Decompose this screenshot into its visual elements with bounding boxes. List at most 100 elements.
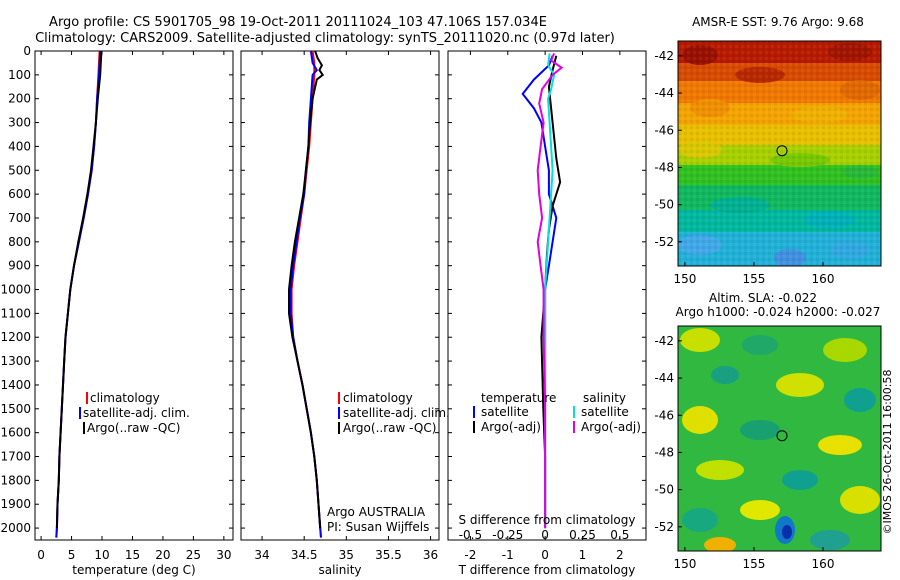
temperature-axis-ticks: 0 5 10 15 20 25 30 xyxy=(37,51,232,562)
lat-tick-label: -42 xyxy=(654,334,674,348)
depth-tick-label: 200 xyxy=(8,92,31,106)
salinity-plot-frame xyxy=(240,50,440,541)
depth-tick-label: 1000 xyxy=(0,283,31,297)
legend-label-t-argo: Argo(-adj) xyxy=(481,420,541,434)
x-tick-label: -1 xyxy=(502,548,514,562)
depth-tick-label: 700 xyxy=(8,211,31,225)
depth-tick-label: 0 xyxy=(23,44,31,58)
difference-legend: temperature salinity satellite Argo(-adj… xyxy=(473,391,641,434)
depth-tick-label: 1900 xyxy=(0,497,31,511)
x-tick-label: 5 xyxy=(68,548,76,562)
depth-tick-label: 1500 xyxy=(0,402,31,416)
legend-label-climatology: climatology xyxy=(90,391,160,405)
legend-label-argo: Argo(..raw -QC) xyxy=(343,421,436,435)
lat-tick-label: -44 xyxy=(654,86,674,100)
legend-swatch-s-satellite xyxy=(573,406,575,418)
lat-tick-label: -44 xyxy=(654,371,674,385)
salinity-depth-ticks xyxy=(241,50,439,529)
legend-label-satellite-adj: satellite-adj. clim. xyxy=(343,406,450,420)
temperature-legend: climatology satellite-adj. clim. Argo(..… xyxy=(79,391,190,435)
lat-tick-label: -50 xyxy=(654,198,674,212)
sst-map-panel: AMSR-E SST: 9.76 Argo: 9.68 xyxy=(654,15,882,286)
x-tick-label: 2 xyxy=(616,548,624,562)
salinity-axis-label: salinity xyxy=(318,563,361,577)
lat-tick-label: -52 xyxy=(654,520,674,534)
difference-profile-panel: -2 -1 0 1 2 -0.5 -0.25 0 0.25 0.5 T difference f… xyxy=(447,50,647,577)
lat-tick-label: -42 xyxy=(654,49,674,63)
figure-header-line1: Argo profile: CS 5901705_98 19-Oct-2011 … xyxy=(49,15,547,30)
temperature-profile-panel: 0100200300400500600700800900100011001200… xyxy=(0,44,234,577)
sst-field xyxy=(678,41,881,266)
series-line-argo-raw-qc- xyxy=(55,50,103,529)
legend-label-s-satellite: satellite xyxy=(581,405,629,419)
depth-tick-label: 1100 xyxy=(0,306,31,320)
depth-tick-label: 1400 xyxy=(0,378,31,392)
x-tick-label: -2 xyxy=(464,548,476,562)
depth-tick-label: 1700 xyxy=(0,450,31,464)
x-tick-label: 20 xyxy=(155,548,170,562)
temperature-axis-label: temperature (deg C) xyxy=(72,563,195,577)
legend-swatch-argo xyxy=(83,422,85,434)
sla-map-title-line1: Altim. SLA: -0.022 xyxy=(709,291,817,305)
sla-map-frame xyxy=(677,325,882,552)
s-tick-label: -0.5 xyxy=(459,528,482,542)
s-tick-label: 0 xyxy=(541,528,549,542)
depth-tick-label: 1600 xyxy=(0,426,31,440)
legend-swatch-climatology xyxy=(86,392,88,404)
series-line-argo-adj- xyxy=(536,53,564,529)
sst-map-frame xyxy=(677,40,882,267)
depth-tick-label: 900 xyxy=(8,259,31,273)
depth-tick-label: 1300 xyxy=(0,354,31,368)
sla-map-ticks: 150 155 160 -42 -44 -46 -48 -50 -52 xyxy=(654,334,834,571)
x-tick-label: 0 xyxy=(541,548,549,562)
x-tick-label: 34 xyxy=(254,548,269,562)
lat-tick-label: -52 xyxy=(654,235,674,249)
sla-field xyxy=(678,326,881,551)
figure-header-line2: Climatology: CARS2009. Satellite-adjuste… xyxy=(35,31,615,46)
salinity-profile-panel: 34 34.5 35 35.5 36 salinity climatology sate… xyxy=(240,50,450,577)
temperature-plot-frame xyxy=(34,50,234,541)
s-tick-label: 0.5 xyxy=(610,528,629,542)
lat-tick-label: -50 xyxy=(654,483,674,497)
series-line-argo-raw-qc- xyxy=(288,50,325,529)
pi-annotation: PI: Susan Wijffels xyxy=(327,520,429,534)
sla-argo-location-marker xyxy=(776,430,788,442)
t-difference-axis-label: T difference from climatology xyxy=(458,563,636,577)
legend-label-argo: Argo(..raw -QC) xyxy=(87,421,180,435)
lat-tick-label: -46 xyxy=(654,408,674,422)
sst-map-title: AMSR-E SST: 9.76 Argo: 9.68 xyxy=(692,15,864,29)
legend-label-satellite-adj: satellite-adj. clim. xyxy=(83,406,190,420)
difference-series xyxy=(521,53,564,529)
legend-swatch-climatology xyxy=(338,392,340,404)
temperature-series xyxy=(55,50,103,538)
depth-axis-ticks: 0 100 200 300 400 500 600 700 800 900 1000 1100 1200… xyxy=(0,44,233,535)
sla-map-panel: Altim. SLA: -0.022 Argo h1000: -0.024 h2… xyxy=(654,291,882,571)
lat-tick-label: -48 xyxy=(654,445,674,459)
sst-map-ticks: 150 155 160 -42 -44 -46 -48 -50 -52 xyxy=(654,49,834,286)
x-tick-label: 36 xyxy=(423,548,438,562)
legend-title-salinity: salinity xyxy=(583,391,626,405)
t-difference-axis-ticks: -2 -1 0 1 2 xyxy=(464,51,624,562)
legend-swatch-argo xyxy=(338,422,340,434)
lon-tick-label: 155 xyxy=(742,272,765,286)
depth-tick-label: 300 xyxy=(8,116,31,130)
lon-tick-label: 160 xyxy=(812,557,835,571)
lat-tick-label: -48 xyxy=(654,160,674,174)
s-tick-label: 0.25 xyxy=(569,528,596,542)
x-tick-label: 35 xyxy=(339,548,354,562)
depth-tick-label: 1800 xyxy=(0,473,31,487)
depth-tick-label: 100 xyxy=(8,68,31,82)
depth-tick-label: 600 xyxy=(8,187,31,201)
x-tick-label: 34.5 xyxy=(291,548,318,562)
legend-label-s-argo: Argo(-adj) xyxy=(581,420,641,434)
lon-tick-label: 155 xyxy=(742,557,765,571)
legend-swatch-t-argo xyxy=(473,421,475,433)
x-tick-label: 15 xyxy=(125,548,140,562)
legend-swatch-satellite-adj xyxy=(79,407,81,419)
x-tick-label: 30 xyxy=(216,548,231,562)
x-tick-label: 0 xyxy=(37,548,45,562)
s-difference-axis-label: S difference from climatology xyxy=(459,513,636,527)
x-tick-label: 10 xyxy=(94,548,109,562)
x-tick-label: 35.5 xyxy=(375,548,402,562)
